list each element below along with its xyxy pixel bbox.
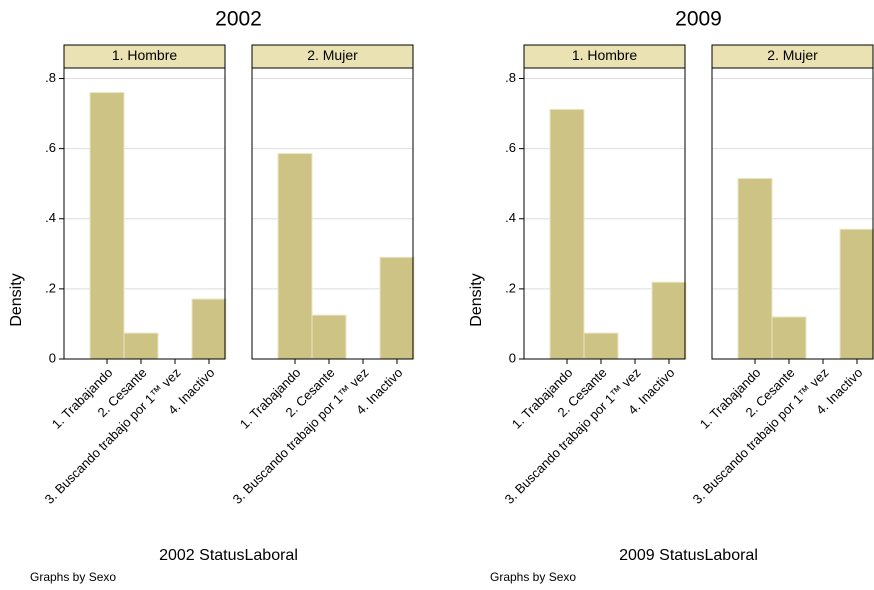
- bar: [771, 316, 807, 360]
- bar: [651, 281, 687, 360]
- bar: [123, 332, 159, 360]
- y-tick-label: .4: [505, 210, 516, 225]
- x-tick-label: 3. Buscando trabajo por 1™ vez: [42, 365, 184, 507]
- bar: [737, 177, 773, 360]
- bar: [583, 332, 619, 360]
- bar: [549, 108, 585, 360]
- bar: [311, 314, 347, 360]
- panel-title: 2. Mujer: [307, 47, 358, 63]
- chart-title: 2009: [675, 8, 722, 31]
- x-axis-label: 2009 StatusLaboral: [619, 547, 758, 564]
- y-tick-label: .8: [505, 70, 516, 85]
- y-tick-label: .6: [45, 140, 56, 155]
- y-tick-label: .2: [505, 280, 516, 295]
- note: Graphs by Sexo: [490, 570, 576, 584]
- panel-title: 2. Mujer: [767, 47, 818, 63]
- note: Graphs by Sexo: [30, 570, 116, 584]
- y-tick-label: 0: [49, 350, 56, 365]
- bar: [277, 153, 313, 360]
- y-tick-label: .4: [45, 210, 56, 225]
- bar: [839, 228, 874, 360]
- panel-frame: [63, 67, 226, 360]
- panel-frame: [251, 67, 414, 360]
- x-tick-label: 3. Buscando trabajo por 1™ vez: [230, 365, 372, 507]
- y-tick-label: .6: [505, 140, 516, 155]
- x-tick-label: 3. Buscando trabajo por 1™ vez: [690, 365, 832, 507]
- panel-frame: [711, 67, 874, 360]
- bar: [89, 92, 125, 360]
- chart-title: 2002: [215, 8, 262, 31]
- panel-title: 1. Hombre: [112, 47, 178, 63]
- x-axis-label: 2002 StatusLaboral: [159, 547, 298, 564]
- y-tick-label: .8: [45, 70, 56, 85]
- panel-title: 1. Hombre: [572, 47, 638, 63]
- panel-frame: [523, 67, 686, 360]
- y-axis-label: Density: [8, 273, 25, 326]
- bar: [191, 298, 227, 360]
- y-axis-label: Density: [468, 273, 485, 326]
- y-tick-label: .2: [45, 280, 56, 295]
- x-tick-label: 3. Buscando trabajo por 1™ vez: [502, 365, 644, 507]
- y-tick-label: 0: [509, 350, 516, 365]
- bar: [379, 256, 415, 360]
